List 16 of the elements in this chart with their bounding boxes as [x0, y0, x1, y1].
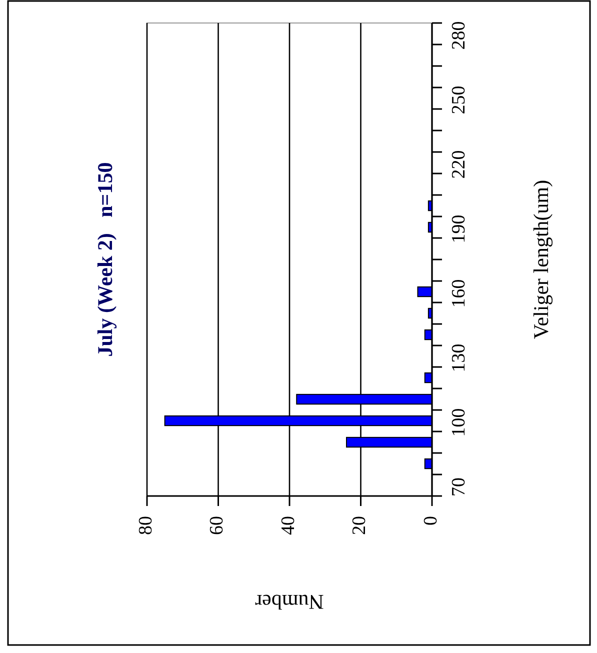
- y-tick-label: 190: [448, 214, 470, 244]
- y-tick-label: 280: [448, 21, 470, 50]
- y-tick-label: 70: [448, 478, 470, 496]
- y-tick-label: 160: [448, 279, 470, 308]
- x-axis-title: Number: [255, 590, 324, 614]
- y-tick-label: 250: [448, 86, 470, 114]
- y-tick-label: 130: [448, 344, 470, 372]
- text: July (Week 2) n=150: [92, 162, 117, 357]
- x-tick-label: 40: [278, 516, 299, 535]
- y-axis-title: Veliger length(um): [528, 180, 553, 340]
- x-tick-label: 20: [349, 516, 370, 535]
- x-tick-label: 80: [135, 516, 156, 535]
- y-tick-label: 220: [448, 150, 470, 179]
- x-tick-label: 60: [206, 516, 228, 535]
- y-tick-label: 100: [448, 408, 470, 437]
- x-tick-label: 0: [420, 516, 442, 526]
